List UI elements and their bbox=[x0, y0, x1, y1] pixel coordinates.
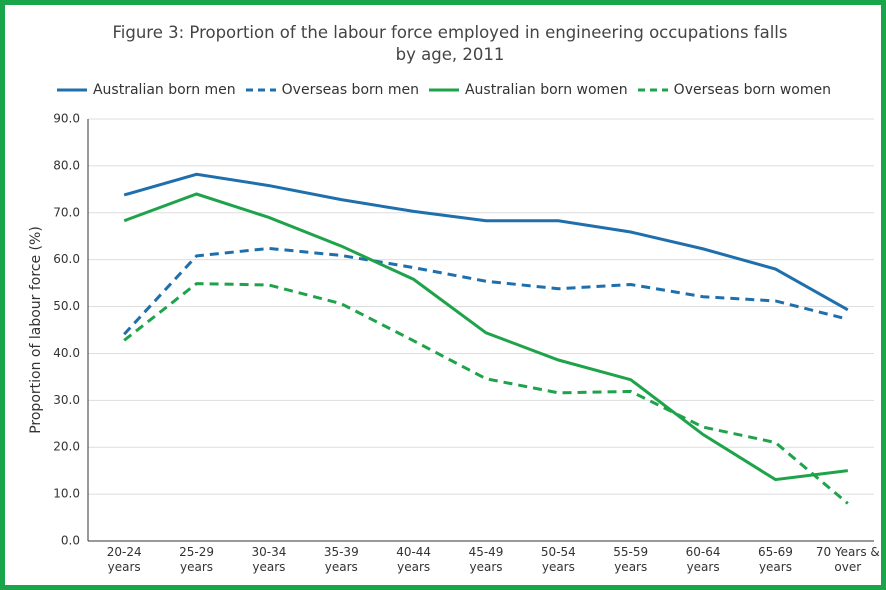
legend-label: Australian born men bbox=[92, 82, 236, 98]
legend-swatch bbox=[56, 88, 87, 92]
line-series bbox=[123, 172, 849, 312]
x-tick-label: 70 Years & over bbox=[815, 545, 880, 574]
y-tick-label: 90.0 bbox=[53, 112, 80, 126]
x-tick-label: 50-54 years bbox=[540, 545, 576, 574]
y-tick-label: 80.0 bbox=[53, 158, 80, 172]
x-tick-label: 45-49 years bbox=[468, 545, 504, 574]
legend-item: Overseas born men bbox=[244, 82, 419, 98]
y-tick-label: 50.0 bbox=[53, 299, 80, 313]
legend-swatch bbox=[245, 88, 276, 92]
x-tick-label: 60-64 years bbox=[685, 545, 721, 574]
y-tick-label: 40.0 bbox=[53, 346, 80, 360]
line-series bbox=[123, 246, 849, 336]
y-tick-label: 30.0 bbox=[53, 393, 80, 407]
x-tick-label: 40-44 years bbox=[396, 545, 432, 574]
legend-label: Overseas born men bbox=[281, 82, 419, 98]
x-tick-label: 35-39 years bbox=[323, 545, 359, 574]
y-tick-label: 70.0 bbox=[53, 205, 80, 219]
legend-swatch bbox=[428, 88, 459, 92]
y-axis-title: Proportion of labour force (%) bbox=[28, 226, 44, 434]
x-tick-label: 25-29 years bbox=[179, 545, 214, 574]
legend-item: Overseas born women bbox=[636, 82, 831, 98]
y-tick-label: 0.0 bbox=[61, 534, 80, 548]
line-series bbox=[123, 192, 849, 482]
legend: Australian born men Overseas born men Aust… bbox=[0, 82, 886, 98]
legend-swatch bbox=[637, 88, 668, 92]
y-tick-label: 20.0 bbox=[53, 440, 80, 454]
y-tick-label: 10.0 bbox=[53, 487, 80, 501]
legend-label: Australian born women bbox=[464, 82, 628, 98]
chart-title: Figure 3: Proportion of the labour force… bbox=[112, 23, 788, 64]
x-tick-label: 55-59 years bbox=[613, 545, 649, 574]
legend-item: Australian born women bbox=[427, 82, 628, 98]
y-tick-label: 60.0 bbox=[53, 252, 80, 266]
x-tick-label: 20-24 years bbox=[106, 545, 142, 574]
legend-label: Overseas born women bbox=[673, 82, 832, 98]
line-series bbox=[123, 282, 849, 505]
x-tick-label: 65-69 years bbox=[758, 545, 793, 574]
legend-item: Australian born men bbox=[55, 82, 236, 98]
x-tick-label: 30-34 years bbox=[251, 545, 287, 574]
